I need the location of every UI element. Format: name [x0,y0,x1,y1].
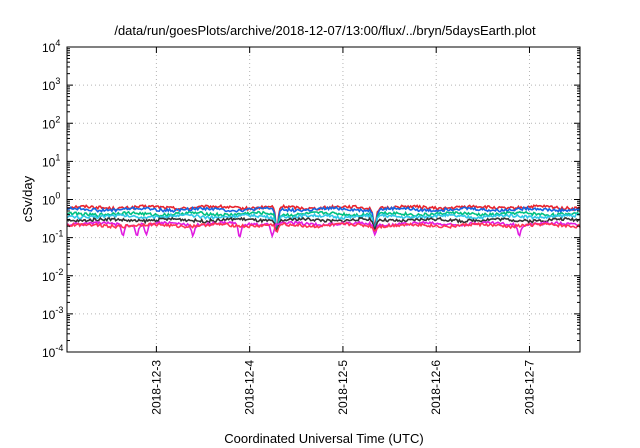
x-tick-label: 2018-12-7 [522,360,536,415]
x-tick-label: 2018-12-6 [429,360,443,415]
x-tick-label: 2018-12-4 [243,360,257,415]
chart-title: /data/run/goesPlots/archive/2018-12-07/1… [114,23,536,38]
series-line-4 [66,212,580,233]
x-axis: 2018-12-3 2018-12-4 2018-12-5 2018-12-6 2018… [149,47,536,415]
y-tick-label: 10-1 [42,229,63,246]
y-tick-label: 100 [42,191,60,208]
y-axis-label: cSv/day [20,175,35,222]
y-axis: 104 103 102 101 100 10-1 10-2 10-3 10-4 [42,38,580,360]
y-tick-label: 103 [42,76,60,93]
x-tick-label: 2018-12-3 [149,360,163,415]
x-tick-label: 2018-12-5 [336,360,350,415]
y-tick-label: 104 [42,38,60,55]
grid-lines [67,47,580,352]
plot-series [66,203,581,239]
series-line-2 [66,205,580,234]
y-tick-label: 10-4 [42,343,63,360]
series-line-5 [66,216,581,233]
y-tick-label: 10-2 [42,267,63,284]
y-tick-label: 101 [42,152,60,169]
x-axis-label: Coordinated Universal Time (UTC) [224,431,423,446]
y-tick-label: 10-3 [42,305,63,322]
y-tick-label: 102 [42,114,60,131]
series-line-7 [66,221,581,233]
